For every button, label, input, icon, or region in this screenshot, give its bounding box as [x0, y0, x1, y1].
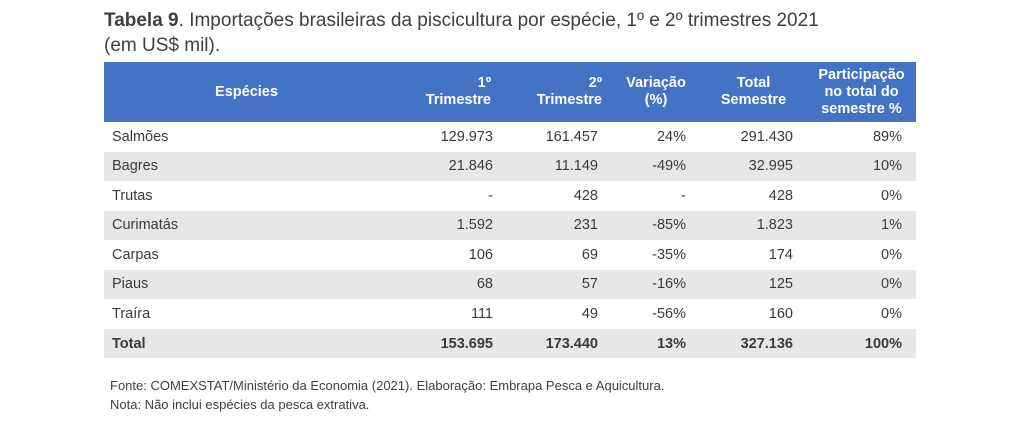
cell-t2: 11.149: [507, 151, 612, 181]
cell-especie: Total: [104, 328, 389, 358]
header-row: Espécies 1º Trimestre 2º Trimestre Variaçã…: [104, 62, 916, 122]
imports-table: Espécies 1º Trimestre 2º Trimestre Variaçã…: [104, 62, 916, 358]
cell-t1: -: [488, 187, 493, 204]
caption-text: . Importações brasileiras da piscicultur…: [178, 10, 819, 31]
cell-var: -56%: [652, 305, 686, 322]
cell-total: 327.136: [700, 328, 807, 358]
cell-total: 428: [768, 187, 793, 204]
table-row: Curimatás 1.592 231 -85% 1.823 1%: [104, 210, 916, 240]
cell-t1: 1.592: [389, 210, 507, 240]
cell-part: 100%: [807, 328, 916, 358]
header-especies: Espécies: [104, 62, 389, 122]
cell-total: 125: [700, 269, 807, 299]
cell-var: 13%: [612, 328, 700, 358]
table-row: Salmões 129.973 161.457 24% 291.430 89%: [104, 122, 916, 152]
table-row: Trutas - 428 - 428 0%: [104, 181, 916, 211]
cell-total: 1.823: [700, 210, 807, 240]
cell-part: 10%: [807, 151, 916, 181]
cell-especie: Trutas: [112, 187, 153, 204]
table-row: Carpas 106 69 -35% 174 0%: [104, 240, 916, 270]
cell-part: 0%: [881, 305, 902, 322]
caption-unit: (em US$ mil).: [104, 35, 221, 56]
cell-part: 89%: [872, 128, 902, 145]
cell-t1: 129.973: [440, 128, 493, 145]
table-row: Piaus 68 57 -16% 125 0%: [104, 269, 916, 299]
cell-especie: Piaus: [104, 269, 389, 299]
header-trimestre-1: 1º Trimestre: [389, 62, 507, 122]
cell-t2: 69: [581, 246, 598, 263]
cell-var: -: [681, 187, 686, 204]
table-caption: Tabela 9. Importações brasileiras da pis…: [104, 8, 904, 58]
cell-total: 32.995: [700, 151, 807, 181]
header-total-semestre: Total Semestre: [700, 62, 807, 122]
cell-t1: 68: [389, 269, 507, 299]
header-variacao: Variação (%): [612, 62, 700, 122]
cell-part: 1%: [807, 210, 916, 240]
header-participacao: Participação no total do semestre %: [807, 62, 916, 122]
cell-total: 160: [768, 305, 793, 322]
cell-t1: 21.846: [389, 151, 507, 181]
cell-part: 0%: [881, 187, 902, 204]
caption-label: Tabela 9: [104, 10, 179, 31]
cell-var: -85%: [612, 210, 700, 240]
cell-especie: Bagres: [104, 151, 389, 181]
cell-especie: Carpas: [112, 246, 159, 263]
cell-var: -49%: [612, 151, 700, 181]
cell-t2: 49: [581, 305, 598, 322]
header-trimestre-2: 2º Trimestre: [507, 62, 612, 122]
cell-var: -16%: [612, 269, 700, 299]
cell-especie: Traíra: [112, 305, 151, 322]
cell-especie: Salmões: [112, 128, 169, 145]
cell-t2: 173.440: [507, 328, 612, 358]
cell-t2: 231: [507, 210, 612, 240]
total-row: Total 153.695 173.440 13% 327.136 100%: [104, 328, 916, 358]
cell-t1: 153.695: [389, 328, 507, 358]
cell-part: 0%: [881, 246, 902, 263]
cell-total: 291.430: [740, 128, 793, 145]
footnote: Nota: Não inclui espécies da pesca extra…: [110, 397, 370, 412]
cell-total: 174: [768, 246, 793, 263]
table-notes: Fonte: COMEXSTAT/Ministério da Economia …: [110, 376, 664, 414]
table-row: Traíra 111 49 -56% 160 0%: [104, 299, 916, 329]
cell-t1: 106: [468, 246, 493, 263]
cell-t2: 57: [507, 269, 612, 299]
cell-part: 0%: [807, 269, 916, 299]
cell-var: 24%: [656, 128, 686, 145]
cell-t2: 428: [573, 187, 598, 204]
cell-var: -35%: [652, 246, 686, 263]
cell-t1: 111: [470, 305, 493, 322]
table-row: Bagres 21.846 11.149 -49% 32.995 10%: [104, 151, 916, 181]
cell-t2: 161.457: [545, 128, 598, 145]
cell-especie: Curimatás: [104, 210, 389, 240]
source-note: Fonte: COMEXSTAT/Ministério da Economia …: [110, 378, 665, 393]
